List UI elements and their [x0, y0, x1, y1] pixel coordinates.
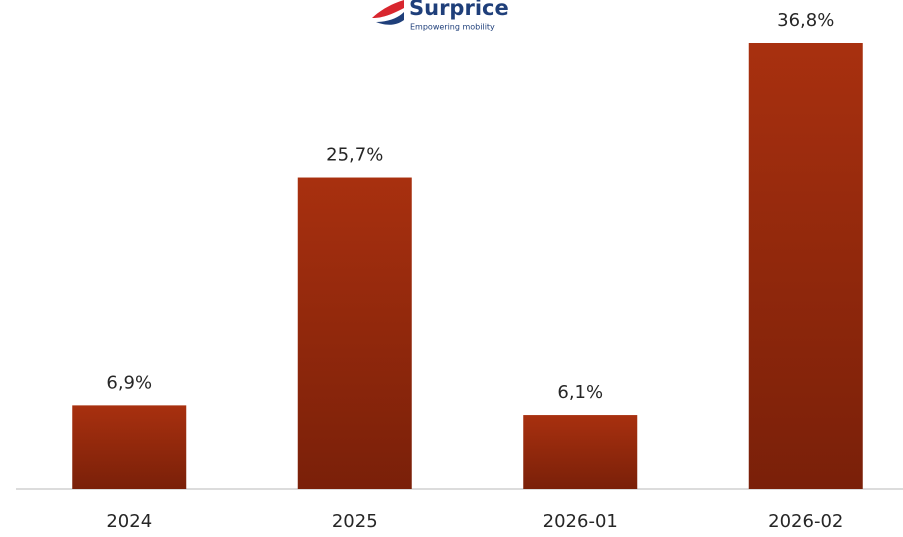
bar — [72, 405, 187, 489]
bar — [748, 43, 863, 489]
data-label: 6,9% — [106, 372, 152, 393]
bar — [297, 177, 412, 490]
logo: Surprice Empowering mobility — [372, 0, 509, 32]
x-tick-label: 2025 — [332, 511, 378, 532]
x-tick-label: 2024 — [106, 511, 152, 532]
bar — [523, 415, 638, 489]
data-label: 25,7% — [326, 145, 383, 166]
logo-icon — [376, 12, 404, 25]
logo-tagline: Empowering mobility — [410, 23, 495, 32]
logo-name: Surprice — [409, 0, 509, 20]
data-label: 6,1% — [557, 382, 603, 403]
x-tick-label: 2026-01 — [543, 511, 618, 532]
x-tick-label: 2026-02 — [768, 511, 843, 532]
logo-icon — [372, 0, 404, 18]
data-label: 36,8% — [777, 10, 834, 31]
